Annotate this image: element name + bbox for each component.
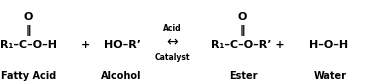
Text: Ester: Ester xyxy=(229,71,258,81)
Text: O: O xyxy=(24,12,33,22)
Text: R₁–C–O–H: R₁–C–O–H xyxy=(0,40,57,50)
Text: Water: Water xyxy=(313,71,347,81)
Text: Fatty Acid: Fatty Acid xyxy=(1,71,56,81)
Text: Catalyst: Catalyst xyxy=(154,53,190,62)
Text: ↔: ↔ xyxy=(166,36,178,50)
Text: R₁–C–O–R’ +: R₁–C–O–R’ + xyxy=(211,40,284,50)
Text: Alcohol: Alcohol xyxy=(101,71,141,81)
Text: O: O xyxy=(237,12,246,22)
Text: +: + xyxy=(81,40,90,50)
Text: H–O–H: H–O–H xyxy=(309,40,349,50)
Text: Acid: Acid xyxy=(163,24,181,33)
Text: HO–R’: HO–R’ xyxy=(104,40,141,50)
Text: ‖: ‖ xyxy=(26,25,31,36)
Text: ‖: ‖ xyxy=(239,25,245,36)
